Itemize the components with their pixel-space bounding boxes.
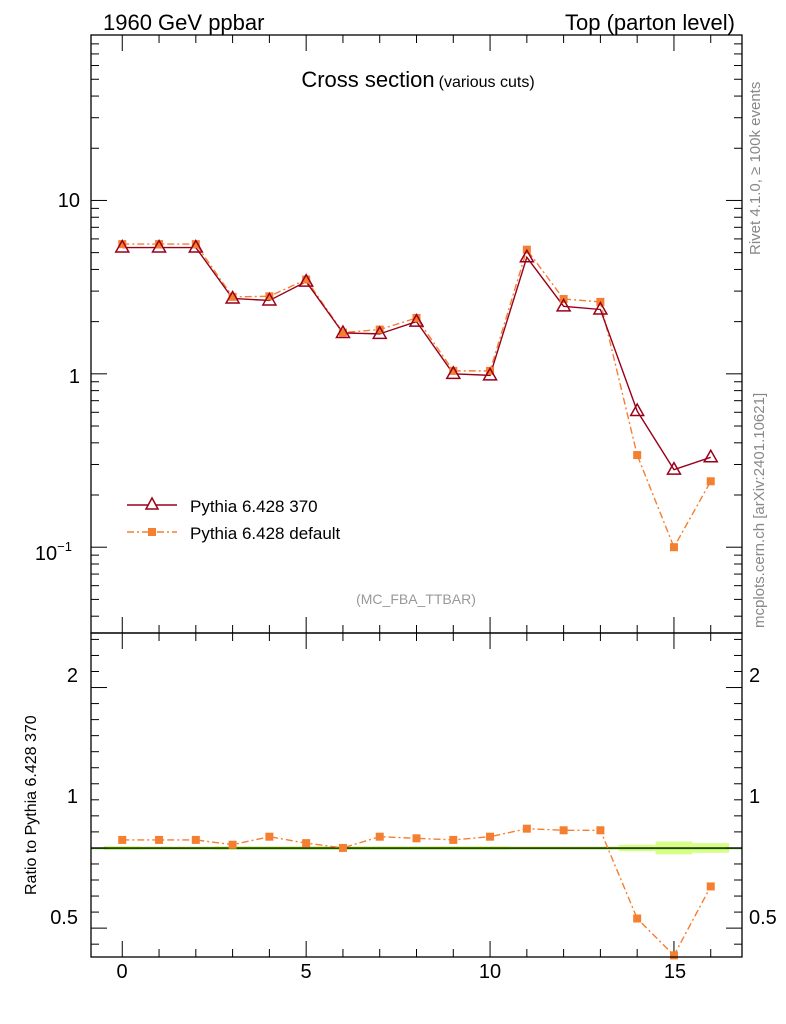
ratio-point-default bbox=[155, 835, 164, 844]
analysis-watermark: (MC_FBA_TTBAR) bbox=[356, 591, 476, 607]
legend-marker-370 bbox=[144, 496, 160, 510]
point-default bbox=[302, 275, 311, 284]
point-370 bbox=[702, 448, 719, 463]
ratio-tick-label-2-right: 2 bbox=[749, 665, 760, 687]
ratio-point-default bbox=[522, 824, 531, 833]
point-default bbox=[228, 292, 237, 301]
ratio-point-default bbox=[706, 882, 715, 891]
header-right: Top (parton level) bbox=[565, 10, 735, 35]
y-tick-label-0.1-exponent: −1 bbox=[57, 539, 72, 554]
point-default bbox=[633, 451, 642, 460]
point-370 bbox=[188, 239, 204, 253]
point-370 bbox=[482, 366, 498, 381]
point-default bbox=[118, 240, 127, 249]
ratio-point-default bbox=[302, 839, 311, 848]
x-tick-label-0: 0 bbox=[116, 961, 127, 983]
point-370 bbox=[151, 239, 167, 253]
point-default bbox=[155, 240, 164, 249]
legend: Pythia 6.428 370 Pythia 6.428 default bbox=[127, 496, 341, 543]
point-370 bbox=[555, 297, 572, 312]
point-370 bbox=[629, 402, 645, 417]
chart-title: Cross section (various cuts) bbox=[301, 67, 534, 92]
point-default bbox=[412, 313, 421, 322]
ratio-tick-label-0.5-right: 0.5 bbox=[749, 907, 777, 929]
point-370 bbox=[592, 300, 609, 315]
ratio-point-default bbox=[596, 826, 605, 835]
point-370 bbox=[261, 291, 278, 306]
point-370 bbox=[371, 325, 388, 340]
y-tick-label-0.1-base: 10 bbox=[35, 543, 57, 565]
ratio-point-default bbox=[412, 834, 421, 843]
ratio-point-default bbox=[669, 951, 678, 960]
point-default bbox=[375, 325, 384, 334]
point-370 bbox=[114, 239, 131, 253]
y-tick-label-0.1: 10−1 bbox=[35, 539, 72, 565]
chart-subtitle: (various cuts) bbox=[439, 74, 535, 91]
point-default bbox=[669, 543, 678, 552]
ratio-point-default bbox=[633, 914, 642, 923]
ratio-point-default bbox=[118, 835, 127, 844]
legend-item-default: Pythia 6.428 default bbox=[127, 524, 341, 543]
point-370 bbox=[519, 248, 535, 263]
ratio-point-default bbox=[191, 835, 200, 844]
point-default bbox=[486, 366, 495, 375]
ratio-point-default bbox=[375, 832, 384, 841]
point-370 bbox=[445, 365, 462, 380]
ratio-tick-label-2-left: 2 bbox=[67, 665, 78, 687]
ratio-point-default bbox=[559, 826, 568, 835]
point-default bbox=[449, 366, 458, 375]
ratio-tick-label-1-right: 1 bbox=[749, 786, 760, 808]
ratio-plot-frame bbox=[90, 632, 743, 958]
y-tick-label-1: 1 bbox=[69, 366, 80, 388]
main-plot-panel bbox=[90, 34, 743, 634]
x-tick-label-10: 10 bbox=[479, 961, 501, 983]
ratio-point-default bbox=[265, 832, 274, 841]
point-370 bbox=[298, 273, 314, 287]
point-default bbox=[706, 477, 715, 486]
legend-label-default: Pythia 6.428 default bbox=[190, 524, 341, 543]
mcplots-label: mcplots.cern.ch [arXiv:2401.10621] bbox=[751, 393, 768, 628]
legend-label-370: Pythia 6.428 370 bbox=[190, 497, 318, 516]
point-default bbox=[191, 240, 200, 249]
ratio-point-default bbox=[338, 843, 347, 852]
point-370 bbox=[408, 313, 425, 327]
y-tick-label-10: 10 bbox=[58, 190, 80, 212]
x-tick-label-15: 15 bbox=[664, 961, 686, 983]
ratio-point-default bbox=[449, 835, 458, 844]
legend-marker-default bbox=[148, 528, 156, 536]
point-370 bbox=[224, 289, 241, 304]
point-default bbox=[265, 292, 274, 301]
header-left: 1960 GeV ppbar bbox=[103, 10, 264, 35]
x-tick-label-5: 5 bbox=[300, 961, 311, 983]
ratio-tick-label-0.5-left: 0.5 bbox=[50, 907, 78, 929]
legend-item-370: Pythia 6.428 370 bbox=[127, 496, 318, 516]
chart-title-main: Cross section bbox=[301, 67, 434, 92]
point-default bbox=[338, 328, 347, 337]
rivet-label: Rivet 4.1.0, ≥ 100k events bbox=[747, 82, 764, 255]
ratio-tick-label-1-left: 1 bbox=[67, 786, 78, 808]
ratio-point-default bbox=[486, 832, 495, 841]
point-370 bbox=[666, 461, 682, 475]
ratio-ylabel: Ratio to Pythia 6.428 370 bbox=[23, 715, 40, 895]
ratio-line-default bbox=[122, 827, 712, 957]
ratio-point-default bbox=[228, 840, 237, 849]
ratio-plot-panel bbox=[90, 632, 743, 960]
point-370 bbox=[335, 324, 351, 339]
